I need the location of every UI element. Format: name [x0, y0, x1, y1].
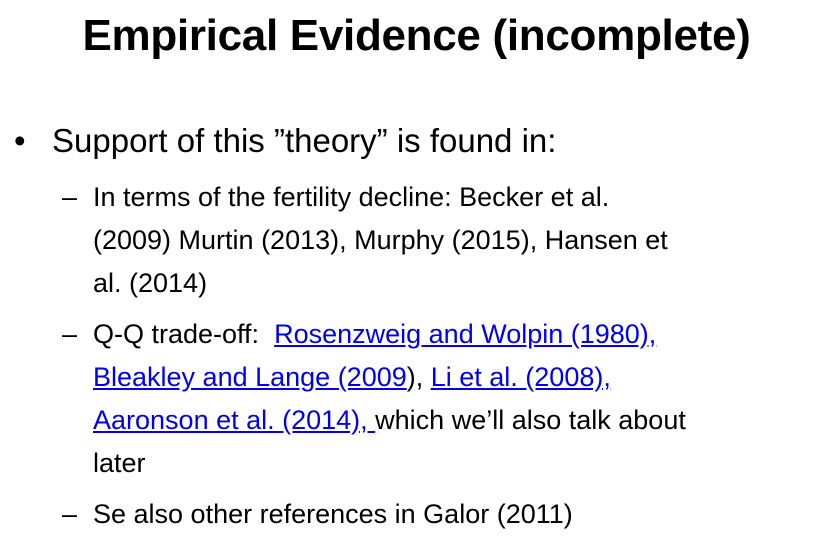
dash-marker: – [62, 182, 78, 212]
link-li-et-al[interactable]: Li et al. (2008), [430, 362, 611, 392]
qq-suffix: which we’ll also talk about [375, 405, 686, 435]
qq-prefix: Q-Q trade-off: [93, 319, 275, 349]
link-rosenzweig-wolpin[interactable]: Rosenzweig and Wolpin (1980), [274, 319, 657, 349]
text-line: later [93, 448, 146, 478]
main-bullet-text: Support of this ”theory” is found in: [52, 122, 557, 159]
sub-bullet-fertility-decline: – In terms of the fertility decline: Bec… [62, 176, 832, 305]
dash-marker: – [62, 499, 78, 529]
slide-title: Empirical Evidence (incomplete) [82, 11, 751, 60]
dash-marker: – [62, 319, 78, 349]
link-bleakley-lange[interactable]: Bleakley and Lange (2009 [93, 362, 407, 392]
text-line: al. (2014) [93, 268, 208, 298]
sub-bullet-qq-tradeoff: – Q-Q trade-off: Rosenzweig and Wolpin (… [62, 313, 832, 485]
link-aaronson-et-al[interactable]: Aaronson et al. (2014), [93, 405, 376, 435]
link-separator: ), [406, 362, 431, 392]
text-line: Aaronson et al. (2014), which we’ll also… [93, 399, 832, 442]
sub-bullet-list: – In terms of the fertility decline: Bec… [62, 176, 832, 544]
text-line: Bleakley and Lange (2009), Li et al. (20… [93, 356, 832, 399]
main-bullet: • Support of this ”theory” is found in: [14, 118, 556, 164]
sub-bullet-galor-references: – Se also other references in Galor (201… [62, 493, 832, 536]
text-line: Se also other references in Galor (2011) [93, 499, 573, 529]
bullet-marker: • [14, 122, 26, 159]
text-line: (2009) Murtin (2013), Murphy (2015), Han… [93, 225, 668, 255]
text-line: In terms of the fertility decline: Becke… [93, 182, 610, 212]
text-line: Q-Q trade-off: Rosenzweig and Wolpin (19… [93, 313, 832, 356]
